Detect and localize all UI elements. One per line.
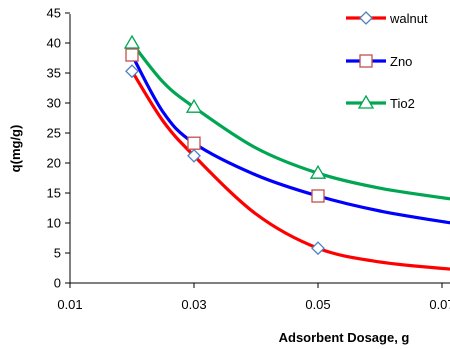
legend: walnut Zno Tio2	[346, 11, 428, 111]
legend-label-tio2: Tio2	[390, 96, 415, 111]
y-tick-label: 45	[47, 6, 61, 21]
legend-label-zno: Zno	[390, 54, 412, 69]
data-point-zno	[311, 189, 325, 203]
y-tick-label: 10	[47, 216, 61, 231]
x-axis-label: Adsorbent Dosage, g	[279, 330, 410, 345]
y-tick-label: 5	[54, 246, 61, 261]
data-point-tio2	[185, 98, 203, 113]
y-tick-label: 20	[47, 156, 61, 171]
data-point-zno	[125, 48, 139, 62]
x-tick-label: 0.01	[57, 297, 82, 312]
data-point-walnut	[125, 64, 139, 79]
series-line-zno	[130, 53, 450, 225]
x-tick-label: 0.05	[305, 297, 330, 312]
legend-marker-walnut	[359, 11, 373, 25]
data-point-zno	[187, 136, 201, 150]
series-lines	[130, 41, 450, 271]
legend-label-walnut: walnut	[389, 11, 428, 26]
data-point-walnut	[187, 148, 201, 163]
axes	[65, 12, 450, 288]
legend-item-zno: Zno	[346, 54, 412, 69]
y-tick-label: 40	[47, 36, 61, 51]
y-tick-label: 0	[54, 276, 61, 291]
tick-labels: 0 5 10 15 20 25 30 35 40 45 0.01 0.03 0.05 0.07	[47, 6, 450, 313]
data-point-tio2	[309, 164, 327, 179]
y-tick-label: 35	[47, 66, 61, 81]
series-line-walnut	[130, 69, 450, 271]
data-point-walnut	[311, 241, 325, 256]
legend-marker-tio2	[357, 94, 375, 109]
series-markers	[123, 34, 327, 256]
legend-item-tio2: Tio2	[346, 94, 415, 111]
legend-marker-zno	[359, 54, 373, 68]
y-tick-label: 30	[47, 96, 61, 111]
x-tick-label: 0.03	[181, 297, 206, 312]
series-line-tio2	[130, 41, 450, 201]
y-tick-label: 15	[47, 186, 61, 201]
legend-item-walnut: walnut	[346, 11, 428, 26]
y-tick-label: 25	[47, 126, 61, 141]
data-point-tio2	[123, 34, 141, 49]
y-axis-label: q(mg/g)	[8, 125, 23, 173]
x-tick-label: 0.07	[429, 297, 450, 312]
